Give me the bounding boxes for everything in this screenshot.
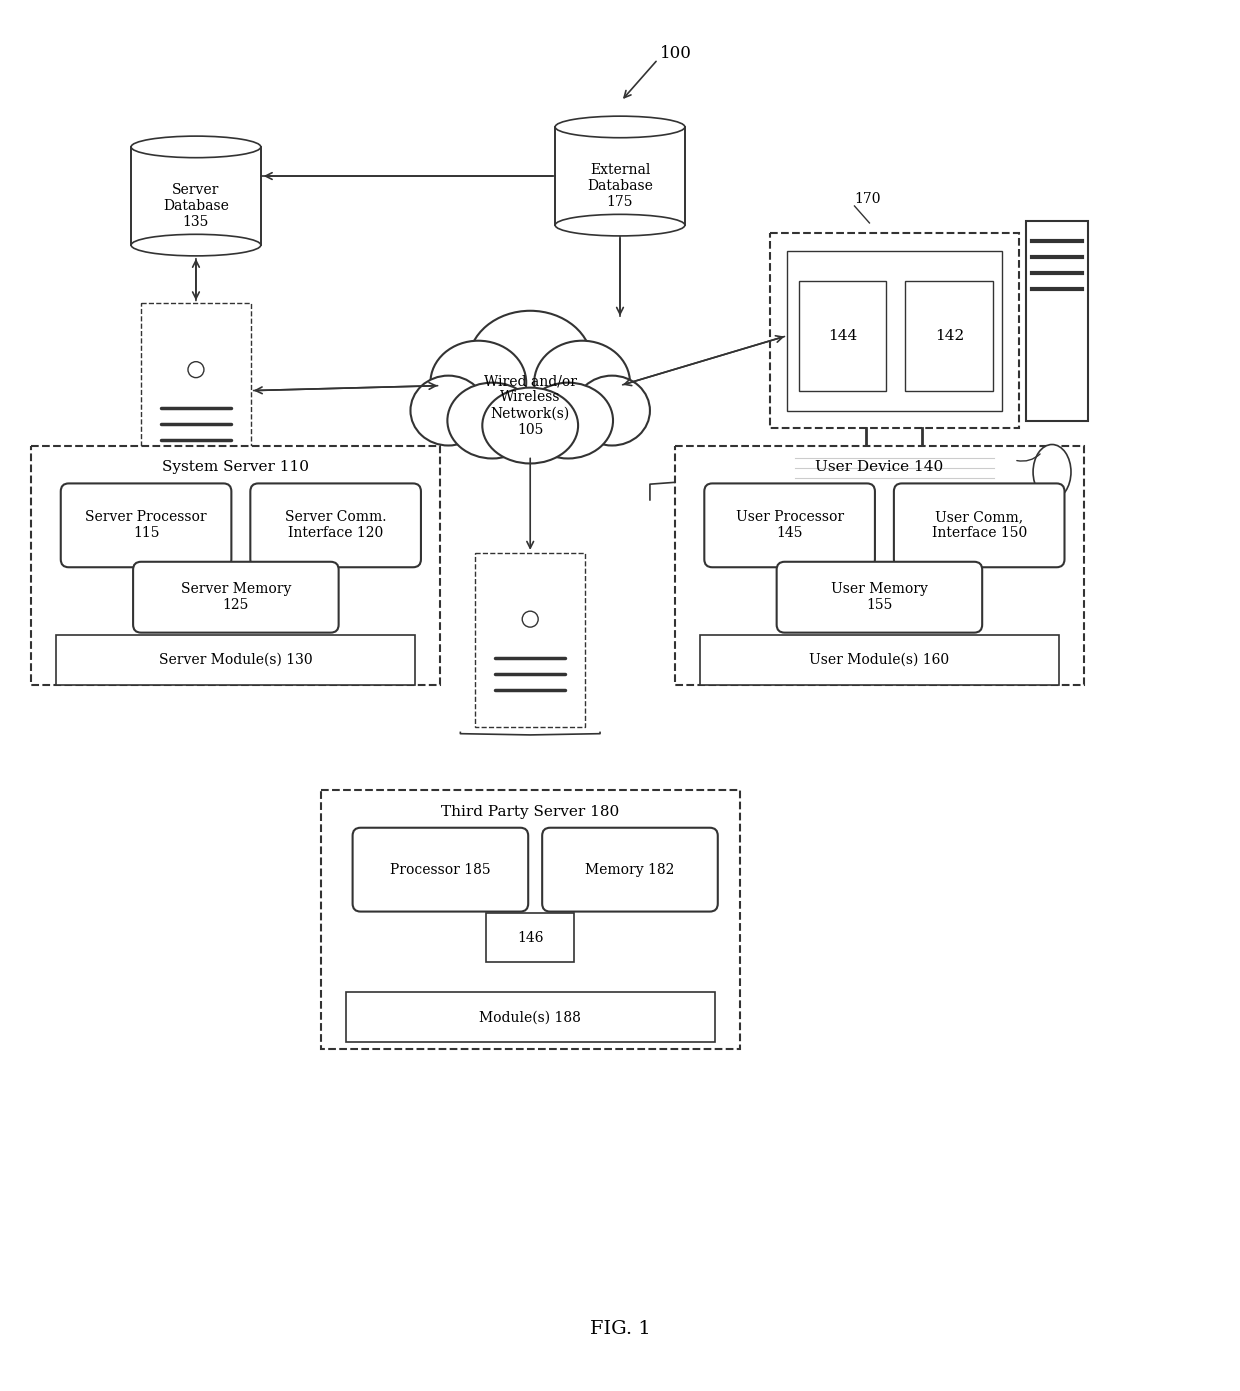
FancyBboxPatch shape xyxy=(346,992,714,1042)
Text: External
Database
175: External Database 175 xyxy=(587,163,653,209)
Text: Memory 182: Memory 182 xyxy=(585,862,675,876)
Text: User Memory
155: User Memory 155 xyxy=(831,581,928,612)
Ellipse shape xyxy=(556,214,684,236)
Ellipse shape xyxy=(523,383,613,459)
Text: └ 165: └ 165 xyxy=(735,510,774,524)
Text: 100: 100 xyxy=(660,45,692,61)
Ellipse shape xyxy=(131,136,260,157)
FancyBboxPatch shape xyxy=(250,484,420,568)
Text: Server
Database
135: Server Database 135 xyxy=(162,182,229,230)
FancyBboxPatch shape xyxy=(704,484,875,568)
FancyBboxPatch shape xyxy=(141,303,250,479)
Text: Server Processor
115: Server Processor 115 xyxy=(86,510,207,541)
Ellipse shape xyxy=(469,310,591,415)
Text: User Processor
145: User Processor 145 xyxy=(735,510,843,541)
Text: User Device 140: User Device 140 xyxy=(815,460,944,474)
Text: System Server 110: System Server 110 xyxy=(162,460,309,474)
FancyBboxPatch shape xyxy=(61,484,232,568)
FancyBboxPatch shape xyxy=(776,562,982,633)
Ellipse shape xyxy=(131,234,260,256)
Text: Processor 185: Processor 185 xyxy=(391,862,491,876)
FancyBboxPatch shape xyxy=(675,445,1084,684)
Text: Server Module(s) 130: Server Module(s) 130 xyxy=(159,652,312,668)
FancyBboxPatch shape xyxy=(894,484,1064,568)
FancyBboxPatch shape xyxy=(56,636,415,684)
FancyBboxPatch shape xyxy=(905,281,993,391)
FancyBboxPatch shape xyxy=(133,562,339,633)
Text: Server Memory
125: Server Memory 125 xyxy=(181,581,291,612)
Text: 144: 144 xyxy=(828,328,857,342)
FancyBboxPatch shape xyxy=(31,445,440,684)
FancyBboxPatch shape xyxy=(770,234,1019,428)
Text: Wired and/or
Wireless
Network(s)
105: Wired and/or Wireless Network(s) 105 xyxy=(484,374,577,437)
FancyBboxPatch shape xyxy=(1025,221,1087,420)
Text: Module(s) 188: Module(s) 188 xyxy=(480,1010,582,1024)
FancyBboxPatch shape xyxy=(131,147,260,245)
Text: 142: 142 xyxy=(935,328,963,342)
Circle shape xyxy=(188,362,203,377)
Ellipse shape xyxy=(556,117,684,138)
Text: User Comm,
Interface 150: User Comm, Interface 150 xyxy=(931,510,1027,541)
FancyBboxPatch shape xyxy=(699,636,1059,684)
Text: Server Comm.
Interface 120: Server Comm. Interface 120 xyxy=(285,510,387,541)
Text: 170: 170 xyxy=(854,192,880,206)
Text: User Module(s) 160: User Module(s) 160 xyxy=(810,652,950,668)
Circle shape xyxy=(522,611,538,627)
FancyBboxPatch shape xyxy=(486,912,574,963)
FancyBboxPatch shape xyxy=(475,552,585,727)
Text: 146: 146 xyxy=(517,931,543,944)
Ellipse shape xyxy=(430,341,526,424)
FancyBboxPatch shape xyxy=(556,127,684,225)
Polygon shape xyxy=(775,451,1014,488)
Ellipse shape xyxy=(482,388,578,463)
Ellipse shape xyxy=(534,341,630,424)
Text: FIG. 1: FIG. 1 xyxy=(590,1320,650,1338)
FancyBboxPatch shape xyxy=(321,790,740,1049)
FancyBboxPatch shape xyxy=(787,250,1002,410)
FancyBboxPatch shape xyxy=(799,281,887,391)
FancyBboxPatch shape xyxy=(542,828,718,911)
Text: Third Party Server 180: Third Party Server 180 xyxy=(441,805,619,819)
Ellipse shape xyxy=(574,376,650,445)
Ellipse shape xyxy=(1033,445,1071,499)
Ellipse shape xyxy=(410,376,486,445)
Ellipse shape xyxy=(448,383,537,459)
FancyBboxPatch shape xyxy=(352,828,528,911)
